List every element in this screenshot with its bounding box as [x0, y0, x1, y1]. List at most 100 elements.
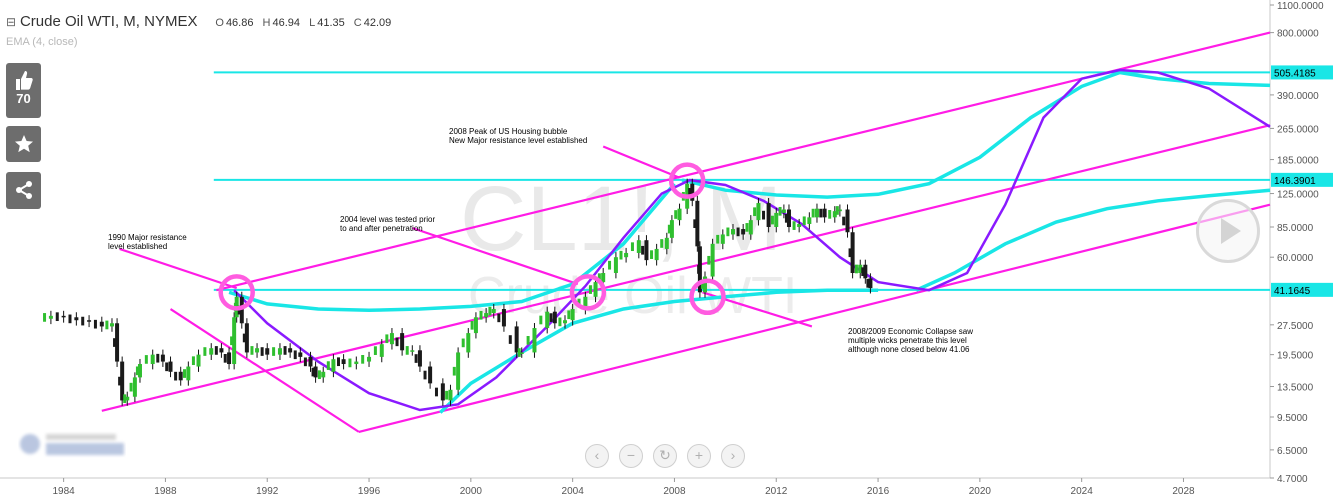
candle-body	[613, 257, 618, 273]
candle-body	[428, 366, 433, 384]
annotation-line: multiple wicks penetrate this level	[848, 336, 967, 345]
candle-body	[191, 356, 195, 366]
candle-body	[845, 209, 850, 233]
y-tick-label: 390.0000	[1277, 91, 1319, 102]
likes-count: 70	[16, 91, 31, 106]
candle-body	[766, 203, 771, 227]
like-button[interactable]: 70	[6, 63, 41, 118]
candle-body	[654, 248, 659, 261]
share-button[interactable]	[6, 172, 41, 209]
candle-body	[868, 278, 873, 289]
candle-body	[379, 344, 384, 357]
x-tick-label: 1992	[256, 486, 279, 497]
candle-body	[669, 220, 674, 238]
price-series	[43, 178, 873, 406]
zoom-out-button[interactable]: −	[619, 444, 643, 468]
candle-body	[395, 337, 399, 347]
ema-indicator-label[interactable]: EMA (4, close)	[6, 36, 78, 48]
candle-body	[558, 317, 562, 327]
y-tick-label: 185.0000	[1277, 156, 1319, 167]
x-tick-label: 2020	[969, 486, 992, 497]
symbol-title[interactable]: Crude Oil WTI, M, NYMEX	[19, 13, 198, 30]
candle-body	[792, 221, 796, 230]
candle-body	[456, 352, 461, 390]
candle-body	[308, 356, 313, 367]
candle-body	[774, 212, 779, 227]
candle-body	[298, 352, 303, 357]
candle-body	[630, 242, 634, 252]
candle-body	[770, 215, 774, 225]
candle-body	[55, 312, 59, 322]
candle-body	[93, 319, 97, 329]
candle-body	[440, 383, 445, 401]
candle-body	[466, 333, 471, 353]
candle-body	[223, 354, 227, 363]
candle-body	[115, 323, 120, 362]
trendline	[602, 145, 680, 179]
candle-body	[601, 272, 606, 283]
x-tick-label: 2008	[663, 486, 686, 497]
favorite-button[interactable]	[6, 126, 41, 162]
candle-body	[807, 217, 812, 224]
candle-body	[311, 367, 315, 377]
reset-zoom-button[interactable]: ↻	[653, 444, 677, 468]
candle-body	[697, 265, 701, 274]
candle-body	[367, 356, 372, 362]
projection-arc	[915, 188, 1271, 292]
candle-body	[68, 314, 72, 324]
candle-body	[593, 282, 598, 297]
level-price-badge	[1271, 282, 1333, 297]
thumbs-up-icon	[15, 71, 33, 90]
high-value: 46.94	[272, 17, 301, 29]
open-key: O	[215, 17, 224, 29]
candle-body	[265, 348, 270, 355]
candle-body	[118, 376, 122, 386]
scroll-left-button[interactable]: ‹	[585, 444, 609, 468]
annotation-line: New Major resistance level established	[449, 136, 587, 145]
candle-body	[326, 361, 330, 370]
chart-header: ⊟ Crude Oil WTI, M, NYMEX O 46.86 H 46.94 …	[6, 13, 397, 30]
star-icon	[14, 135, 33, 153]
candle-body	[135, 366, 139, 376]
candle-body	[150, 354, 155, 365]
candle-body	[242, 333, 246, 343]
candle-body	[741, 229, 746, 235]
candle-body	[470, 320, 474, 330]
ohlc-readout: O 46.86 H 46.94 L 41.35 C 42.09	[215, 17, 397, 29]
y-tick-label: 800.0000	[1277, 29, 1319, 40]
candle-body	[748, 220, 753, 235]
zoom-in-button[interactable]: +	[687, 444, 711, 468]
projection-arc	[228, 182, 676, 313]
candle-body	[260, 347, 264, 356]
y-tick-label: 4.7000	[1277, 474, 1308, 485]
candle-body	[608, 260, 612, 270]
candle-body	[848, 248, 852, 258]
candle-body	[389, 333, 394, 345]
candle-body	[400, 333, 405, 351]
candle-body	[109, 323, 114, 327]
candle-body	[690, 183, 695, 201]
play-button[interactable]	[1196, 199, 1260, 263]
y-tick-label: 9.5000	[1277, 413, 1308, 424]
candle-body	[303, 357, 307, 367]
candle-body	[174, 371, 178, 381]
candle-body	[156, 353, 160, 363]
candle-body	[597, 273, 601, 283]
candle-body	[313, 366, 318, 378]
candle-body	[514, 326, 519, 353]
scroll-right-button[interactable]: ›	[721, 444, 745, 468]
candle-body	[214, 346, 218, 355]
candle-body	[624, 252, 629, 258]
trendline	[169, 308, 360, 433]
candle-body	[811, 208, 815, 218]
candle-body	[716, 234, 720, 244]
candle-body	[756, 203, 761, 221]
candle-body	[196, 354, 201, 367]
candle-body	[87, 320, 92, 322]
logo-mark-icon	[20, 434, 124, 455]
collapse-icon[interactable]: ⊟	[6, 15, 17, 29]
candle-body	[373, 346, 377, 355]
low-key: L	[309, 17, 316, 29]
candle-body	[842, 216, 846, 226]
